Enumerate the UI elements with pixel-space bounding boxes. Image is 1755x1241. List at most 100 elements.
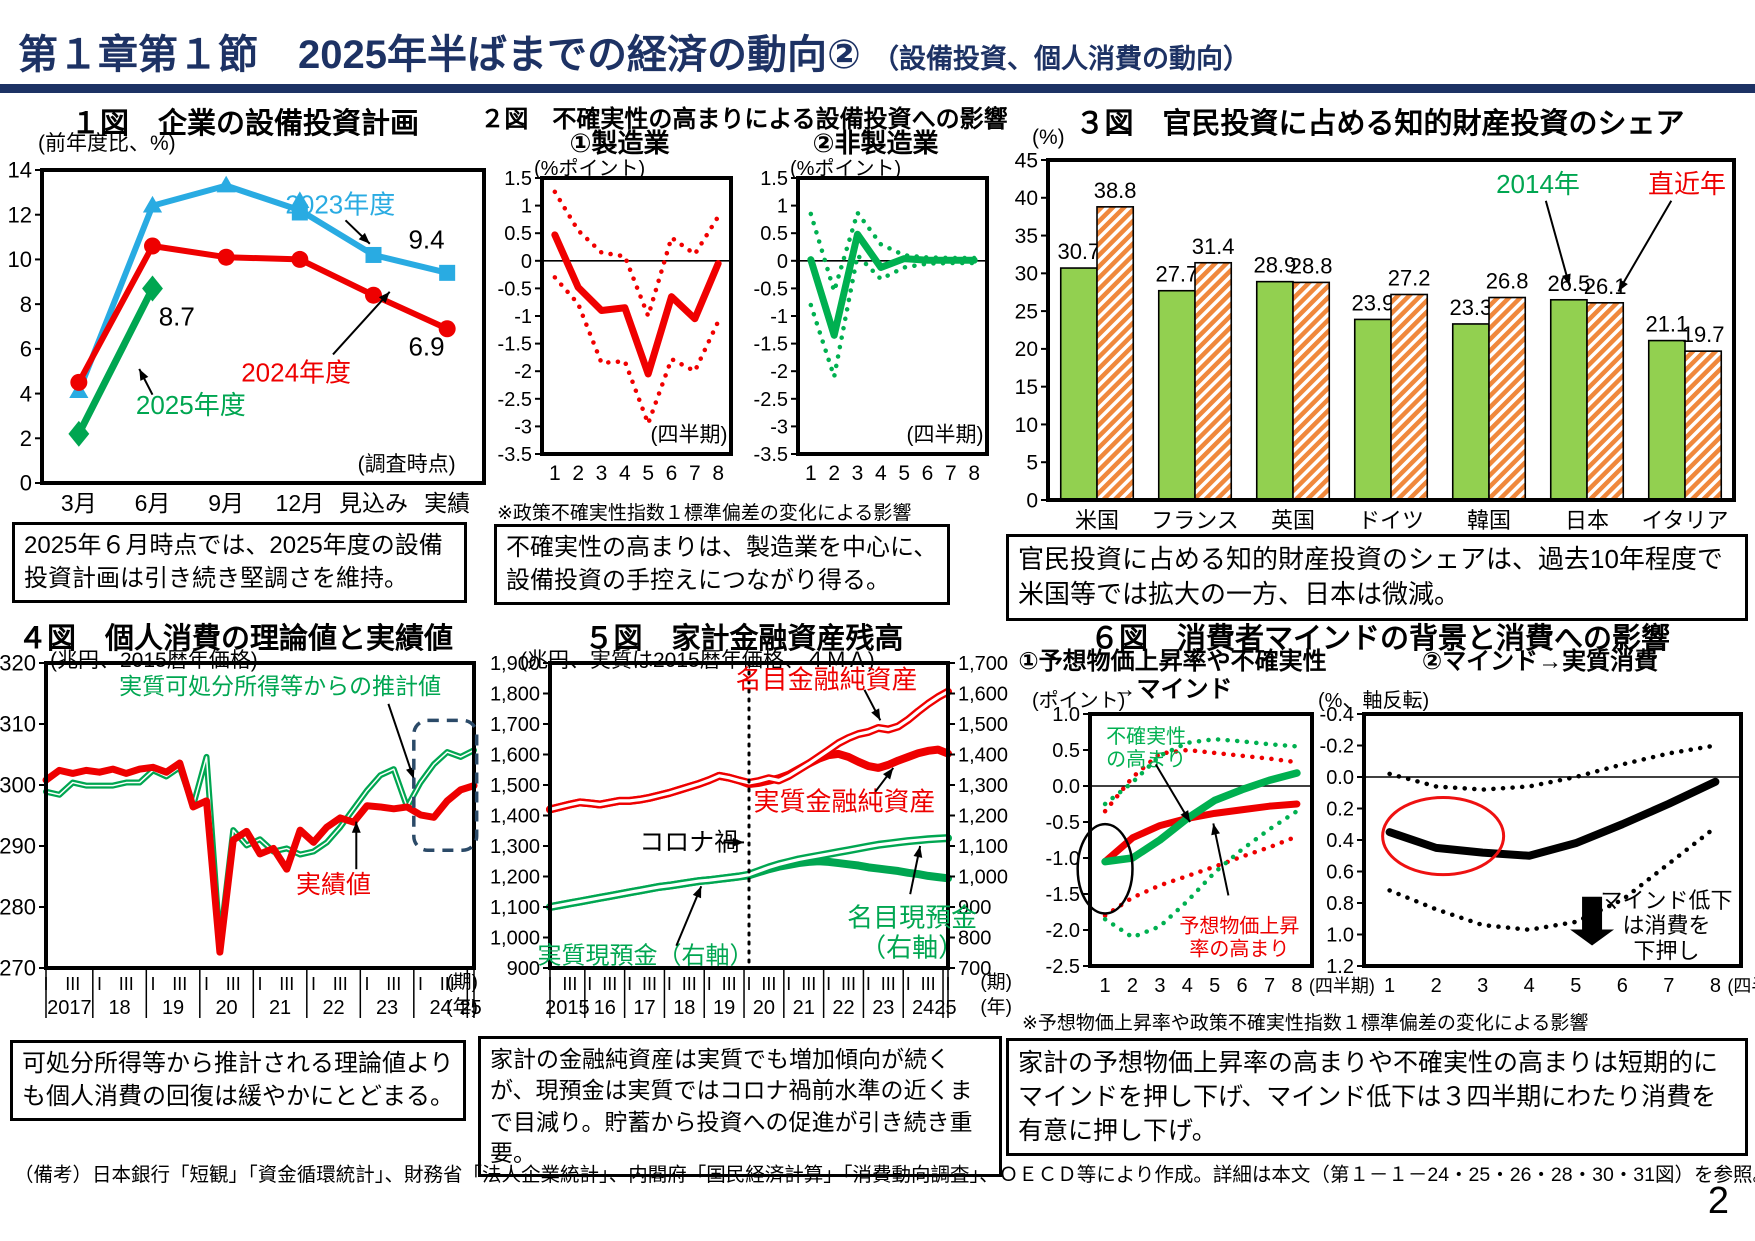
fig3-unit: (%): [1032, 126, 1065, 149]
svg-text:4: 4: [875, 462, 887, 485]
svg-text:24: 24: [912, 997, 934, 1019]
fig6-subtitle-consumption: ②マインド→実質消費: [1421, 648, 1659, 675]
svg-text:-0.5: -0.5: [754, 278, 788, 300]
svg-text:I: I: [667, 974, 672, 994]
svg-text:1: 1: [521, 196, 532, 218]
svg-text:III: III: [881, 974, 896, 994]
svg-text:23: 23: [376, 997, 398, 1019]
page-number: 2: [1707, 1180, 1729, 1222]
svg-text:19: 19: [162, 997, 184, 1019]
svg-text:III: III: [841, 974, 856, 994]
fig2-note: ※政策不確実性指数１標準偏差の変化による影響: [497, 503, 912, 524]
svg-text:270: 270: [0, 956, 36, 981]
fig2a-unit: (%ポイント): [534, 158, 646, 180]
svg-text:8: 8: [20, 292, 32, 317]
fig6-summary-box: 家計の予想物価上昇率の高まりや不確実性の高まりは短期的にマインドを押し下げ、マイ…: [1006, 1038, 1748, 1156]
svg-text:0.4: 0.4: [1326, 830, 1354, 852]
svg-text:3: 3: [1154, 975, 1165, 997]
svg-text:名目金融純資産: 名目金融純資産: [736, 664, 918, 694]
fig5-title: ５図 家計金融資産残高: [584, 623, 904, 655]
svg-text:ドイツ: ドイツ: [1358, 508, 1424, 533]
fig2b-chart: -3.5 -3 -2.5 -2 -1.5 -1 -0.5 0 0.5 1 1.5 1 2 3 4 5 6 7 8 (四…: [744, 168, 999, 492]
fig2-subtitle-nonmanufacturing: ②非製造業: [812, 128, 939, 158]
svg-text:8.7: 8.7: [159, 301, 195, 331]
svg-text:III: III: [602, 974, 617, 994]
svg-text:7: 7: [945, 462, 957, 485]
svg-text:2024年度: 2024年度: [241, 357, 351, 387]
fig5-summary-box: 家計の金融純資産は実質でも増加傾向が続くが、現預金は実質ではコロナ禍前水準の近く…: [478, 1036, 1002, 1178]
svg-text:310: 310: [0, 712, 36, 737]
svg-text:0: 0: [777, 251, 788, 273]
svg-text:I: I: [97, 974, 102, 994]
fig2-title: ２図 不確実性の高まりによる設備投資への影響: [480, 106, 1008, 133]
svg-text:1,600: 1,600: [490, 745, 540, 767]
svg-text:1,700: 1,700: [958, 653, 1008, 675]
svg-text:19.7: 19.7: [1682, 322, 1725, 347]
svg-text:1.0: 1.0: [1052, 704, 1080, 726]
svg-text:III: III: [119, 974, 134, 994]
svg-text:日本: 日本: [1565, 508, 1609, 533]
svg-text:1,300: 1,300: [490, 836, 540, 858]
svg-text:9.4: 9.4: [408, 224, 444, 254]
svg-text:(年): (年): [446, 996, 478, 1018]
svg-text:I: I: [786, 974, 791, 994]
svg-text:-0.2: -0.2: [1320, 736, 1354, 758]
svg-text:1,500: 1,500: [490, 775, 540, 797]
svg-text:-3: -3: [514, 416, 532, 438]
fig2-summary-box: 不確実性の高まりは、製造業を中心に、設備投資の手控えにつながり得る。: [494, 524, 950, 606]
fig4-unit: (兆円、2015暦年価格): [50, 649, 258, 672]
svg-text:0.5: 0.5: [504, 223, 532, 245]
fig1-title: １図 企業の設備投資計画: [70, 108, 419, 140]
svg-text:17: 17: [633, 997, 655, 1019]
svg-text:2: 2: [20, 426, 32, 451]
svg-text:28.9: 28.9: [1253, 253, 1296, 278]
svg-text:0.6: 0.6: [1326, 862, 1354, 884]
fig6-title: ６図 消費者マインドの背景と消費への影響: [1089, 623, 1670, 655]
svg-text:900: 900: [958, 897, 991, 919]
svg-text:III: III: [801, 974, 816, 994]
svg-text:-3.5: -3.5: [754, 444, 788, 466]
svg-text:5: 5: [1209, 975, 1220, 997]
svg-text:700: 700: [958, 958, 991, 980]
svg-text:III: III: [172, 974, 187, 994]
svg-text:1,400: 1,400: [958, 745, 1008, 767]
svg-text:14: 14: [8, 158, 32, 183]
svg-text:0: 0: [1026, 489, 1038, 512]
svg-text:米国: 米国: [1075, 508, 1119, 533]
svg-text:III: III: [440, 974, 455, 994]
fig6-note: ※予想物価上昇率や政策不確実性指数１標準偏差の変化による影響: [1022, 1013, 1589, 1034]
svg-text:1,200: 1,200: [958, 806, 1008, 828]
svg-text:1,400: 1,400: [490, 806, 540, 828]
svg-text:23: 23: [872, 997, 894, 1019]
svg-text:I: I: [866, 974, 871, 994]
svg-text:21: 21: [793, 997, 815, 1019]
svg-text:2025年度: 2025年度: [136, 390, 246, 420]
svg-text:(四半期): (四半期): [1309, 976, 1375, 996]
svg-text:2014年: 2014年: [1496, 169, 1580, 199]
fig6b-chart: -0.4 -0.2 0.0 0.2 0.4 0.6 0.8 1.0 1.2 1 2 3 4 5 6 7 8 (四半…: [1300, 704, 1755, 1006]
svg-text:2: 2: [1431, 975, 1442, 997]
svg-text:1,700: 1,700: [490, 714, 540, 736]
svg-text:I: I: [746, 974, 751, 994]
svg-text:III: III: [921, 974, 936, 994]
svg-text:2: 2: [572, 462, 584, 485]
svg-text:16: 16: [594, 997, 616, 1019]
svg-text:韓国: 韓国: [1467, 508, 1511, 533]
svg-text:12: 12: [8, 202, 32, 227]
svg-text:I: I: [311, 974, 316, 994]
fig1-chart: 0 2 4 6 8 10 12 14 3月 6月 9月 12月 見込み 実績 2023年度 9.4 2024年度…: [4, 158, 494, 520]
svg-text:英国: 英国: [1271, 508, 1315, 533]
svg-text:-1.5: -1.5: [754, 334, 788, 356]
svg-text:(四半期): (四半期): [907, 423, 984, 446]
svg-text:コロナ禍: コロナ禍: [639, 828, 739, 856]
svg-text:21.1: 21.1: [1645, 312, 1688, 337]
svg-text:1.5: 1.5: [760, 168, 788, 190]
svg-text:(四半期): (四半期): [651, 423, 728, 446]
svg-text:不確実性の高まり: 不確実性の高まり: [1106, 725, 1186, 771]
svg-text:I: I: [587, 974, 592, 994]
svg-text:-1: -1: [514, 306, 532, 328]
svg-text:800: 800: [958, 928, 991, 950]
svg-text:-2.5: -2.5: [754, 389, 788, 411]
svg-text:23.3: 23.3: [1449, 295, 1492, 320]
svg-text:1,100: 1,100: [490, 897, 540, 919]
